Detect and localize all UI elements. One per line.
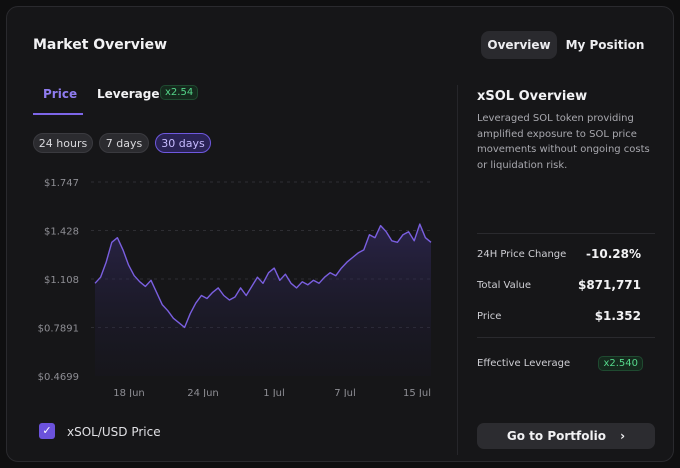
legend-checkbox[interactable]: ✓ — [39, 423, 55, 439]
divider — [457, 85, 458, 455]
overview-description: Leveraged SOL token providing amplified … — [477, 113, 650, 171]
divider — [477, 233, 655, 234]
effective-leverage-badge: x2.540 — [598, 356, 643, 371]
price-change-value: -10.28% — [586, 247, 641, 261]
range-24-hours[interactable]: 24 hours — [33, 133, 93, 153]
price-series-line — [94, 223, 432, 329]
overview-title: xSOL Overview — [477, 89, 588, 104]
x-tick-label: 15 Jul — [403, 388, 431, 397]
x-tick-label: 24 Jun — [187, 388, 219, 397]
tab-my-position[interactable]: My Position — [565, 38, 645, 52]
price-label: Price — [477, 311, 502, 322]
go-to-portfolio-label: Go to Portfolio — [506, 429, 606, 443]
tab-overview[interactable]: Overview — [481, 31, 557, 59]
market-overview-card: Market Overview Overview My Position Pri… — [6, 6, 674, 462]
total-value: $871,771 — [577, 278, 641, 292]
price-area — [95, 224, 431, 376]
tab-leverage[interactable]: Leverage — [97, 87, 160, 101]
x-tick-label: 1 Jul — [263, 388, 285, 397]
page-title: Market Overview — [33, 37, 168, 53]
price-change-label: 24H Price Change — [477, 249, 567, 260]
tab-price-underline — [33, 113, 83, 115]
x-tick-label: 7 Jul — [334, 388, 356, 397]
range-30-days[interactable]: 30 days — [155, 133, 211, 153]
y-tick-label: $0.4699 — [38, 372, 79, 383]
y-tick-label: $1.747 — [44, 178, 79, 189]
effective-leverage-label: Effective Leverage — [477, 358, 571, 369]
divider — [477, 337, 655, 338]
chevron-right-icon: › — [620, 429, 626, 443]
go-to-portfolio-button[interactable]: Go to Portfolio › — [477, 423, 655, 449]
y-tick-label: $1.108 — [44, 275, 79, 286]
range-7-days[interactable]: 7 days — [99, 133, 149, 153]
y-tick-label: $0.7891 — [38, 324, 79, 335]
price-value: $1.352 — [594, 309, 641, 323]
tab-price[interactable]: Price — [43, 87, 78, 101]
price-chart: $1.747 $1.428 $1.108 $0.7891 $0.4699 18 Jun 24… — [38, 178, 432, 397]
x-tick-label: 18 Jun — [113, 388, 145, 397]
legend-label: xSOL/USD Price — [67, 425, 161, 439]
total-value-label: Total Value — [477, 280, 531, 291]
leverage-badge: x2.54 — [160, 85, 199, 100]
y-tick-label: $1.428 — [44, 227, 79, 238]
